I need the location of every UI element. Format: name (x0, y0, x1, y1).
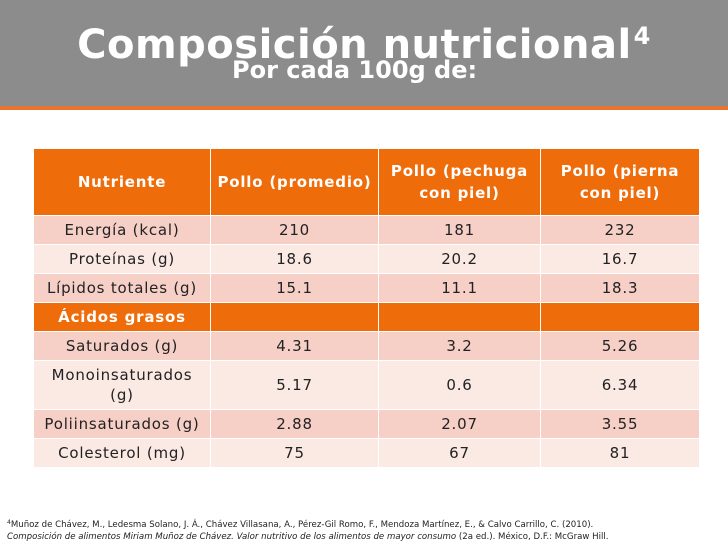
footnote-text-1: Muñoz de Chávez, M., Ledesma Solano, J. … (10, 520, 594, 530)
value-cell: 67 (378, 438, 541, 468)
value-cell: 18.3 (540, 273, 700, 303)
value-cell: 181 (378, 215, 541, 245)
footnote-book-title: Composición de alimentos Miriam Muñoz de… (7, 532, 457, 542)
value-cell: 3.2 (378, 331, 541, 361)
value-cell: 5.17 (210, 360, 379, 410)
value-cell: 232 (540, 215, 700, 245)
column-header-pollo-pechuga: Pollo (pechuga con piel) (378, 148, 541, 216)
nutrient-cell: Saturados (g) (33, 331, 211, 361)
nutrient-cell: Poliinsaturados (g) (33, 409, 211, 439)
title-banner (0, 0, 728, 106)
value-cell: 210 (210, 215, 379, 245)
value-cell: 16.7 (540, 244, 700, 274)
footnote-marker: 4 (7, 519, 11, 526)
value-cell: 11.1 (378, 273, 541, 303)
column-header-pollo-promedio: Pollo (promedio) (210, 148, 379, 216)
footnote-line-1: 4Muñoz de Chávez, M., Ledesma Solano, J.… (7, 517, 721, 531)
slide-subtitle: Por cada 100g de: (232, 56, 478, 84)
slide-title-text: Composición nutricional (77, 22, 632, 68)
value-cell (378, 302, 541, 332)
table-row: Poliinsaturados (g) 2.88 2.07 3.55 (33, 409, 700, 439)
table-row: Monoinsaturados (g) 5.17 0.6 6.34 (33, 360, 700, 410)
table-row: Saturados (g) 4.31 3.2 5.26 (33, 331, 700, 361)
nutrient-cell: Monoinsaturados (g) (33, 360, 211, 410)
section-label-cell: Ácidos grasos (33, 302, 211, 332)
footnote-publisher: (2a ed.). México, D.F.: McGraw Hill. (456, 532, 609, 542)
slide-title-superscript: 4 (633, 22, 651, 50)
value-cell: 81 (540, 438, 700, 468)
value-cell: 0.6 (378, 360, 541, 410)
value-cell: 75 (210, 438, 379, 468)
column-header-pollo-pierna: Pollo (pierna con piel) (540, 148, 700, 216)
nutrition-table: Nutriente Pollo (promedio) Pollo (pechug… (33, 148, 700, 468)
nutrient-cell: Colesterol (mg) (33, 438, 211, 468)
value-cell (540, 302, 700, 332)
table-row: Lípidos totales (g) 15.1 11.1 18.3 (33, 273, 700, 303)
nutrient-cell: Proteínas (g) (33, 244, 211, 274)
value-cell: 2.88 (210, 409, 379, 439)
reference-footnote: 4Muñoz de Chávez, M., Ledesma Solano, J.… (7, 517, 721, 543)
table-row: Colesterol (mg) 75 67 81 (33, 438, 700, 468)
table-row: Proteínas (g) 18.6 20.2 16.7 (33, 244, 700, 274)
column-header-nutrient: Nutriente (33, 148, 211, 216)
footnote-line-2: Composición de alimentos Miriam Muñoz de… (7, 531, 721, 543)
value-cell (210, 302, 379, 332)
nutrient-cell: Lípidos totales (g) (33, 273, 211, 303)
value-cell: 18.6 (210, 244, 379, 274)
table-header-row: Nutriente Pollo (promedio) Pollo (pechug… (33, 148, 700, 216)
nutrient-cell: Energía (kcal) (33, 215, 211, 245)
slide-title: Composición nutricional4 (0, 12, 728, 69)
value-cell: 3.55 (540, 409, 700, 439)
value-cell: 5.26 (540, 331, 700, 361)
value-cell: 4.31 (210, 331, 379, 361)
value-cell: 20.2 (378, 244, 541, 274)
value-cell: 2.07 (378, 409, 541, 439)
value-cell: 6.34 (540, 360, 700, 410)
title-accent-stripe (0, 106, 728, 110)
value-cell: 15.1 (210, 273, 379, 303)
table-row: Energía (kcal) 210 181 232 (33, 215, 700, 245)
table-section-row: Ácidos grasos (33, 302, 700, 332)
